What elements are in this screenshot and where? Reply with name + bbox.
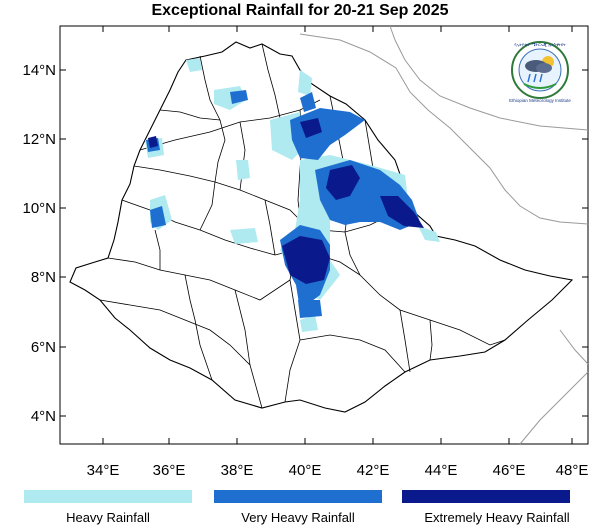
institute-logo: Ethiopian Meteorology Institute የኢትዮጵያ ሜ… (500, 40, 580, 108)
heavy-rainfall-area (298, 70, 312, 96)
lat-tick-label: 6°N (30, 339, 56, 356)
lat-tick-label: 14°N (22, 62, 56, 79)
lon-tick-label: 34°E (86, 462, 120, 479)
logo-amharic: የኢትዮጵያ ሜትሮሎጂ ኢንስቲትዩት (514, 42, 566, 47)
coastline (299, 25, 589, 445)
lon-tick-label: 38°E (220, 462, 254, 479)
extremely-heavy-rainfall-area (300, 118, 322, 138)
heavy-rainfall-area (230, 228, 258, 244)
extremely-heavy-rainfall-area (148, 136, 158, 148)
legend-swatch-heavy (24, 490, 192, 503)
logo-caption: Ethiopian Meteorology Institute (509, 98, 571, 103)
heavy-rainfall-area (418, 226, 440, 242)
lat-tick-label: 4°N (30, 408, 56, 425)
rainfall-patches (145, 58, 440, 332)
heavy-rainfall-area (236, 160, 250, 180)
very-heavy-rainfall-area (298, 300, 322, 318)
legend-label-heavy: Heavy Rainfall (66, 510, 150, 525)
heavy-rainfall-area (186, 58, 202, 72)
very-heavy-rainfall-area (230, 90, 248, 104)
lon-tick-label: 42°E (356, 462, 390, 479)
very-heavy-rainfall-area (150, 206, 166, 228)
legend-swatch-very-heavy (214, 490, 382, 503)
lon-tick-label: 36°E (152, 462, 186, 479)
lat-tick-label: 12°N (22, 131, 56, 148)
extremely-heavy-rainfall-area (282, 236, 330, 284)
lat-tick-label: 8°N (30, 269, 56, 286)
very-heavy-rainfall-area (300, 92, 316, 112)
heavy-rainfall-area (300, 315, 318, 332)
legend-label-extremely-heavy: Extremely Heavy Rainfall (424, 510, 570, 525)
extremely-heavy-rainfall-area (380, 196, 424, 228)
legend-swatch-extremely-heavy (402, 490, 570, 503)
legend-label-very-heavy: Very Heavy Rainfall (241, 510, 355, 525)
ethiopia-outline (69, 41, 574, 413)
lat-tick-label: 10°N (22, 200, 56, 217)
map-title: Exceptional Rainfall for 20-21 Sep 2025 (151, 2, 449, 19)
lon-tick-label: 48°E (555, 462, 589, 479)
extremely-heavy-rainfall-area (326, 165, 360, 200)
lon-tick-label: 40°E (288, 462, 322, 479)
lon-tick-label: 44°E (424, 462, 458, 479)
axis-ticks (60, 26, 588, 444)
region-borders (99, 43, 506, 409)
lon-tick-label: 46°E (492, 462, 526, 479)
